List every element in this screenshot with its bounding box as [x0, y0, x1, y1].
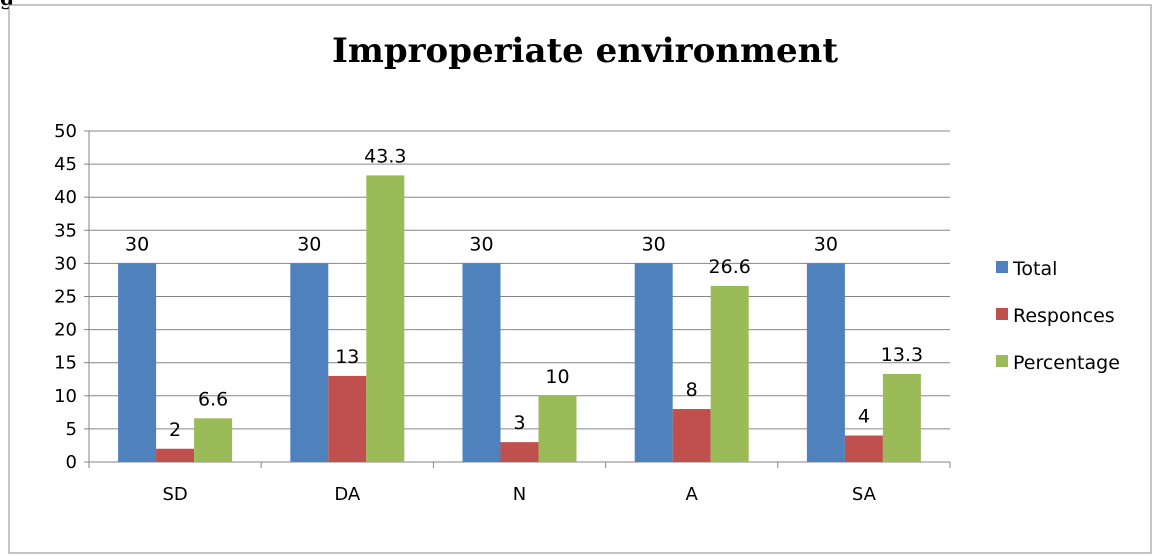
- data-label: 10: [545, 366, 569, 388]
- data-label: 13: [335, 346, 359, 368]
- y-tick-label: 20: [54, 320, 77, 341]
- x-tick-label: SA: [852, 484, 877, 505]
- legend-swatch: [996, 261, 1008, 273]
- data-label: 8: [686, 379, 698, 401]
- x-tick-label: DA: [334, 484, 361, 505]
- x-tick-label: N: [513, 484, 526, 505]
- chart-border: [8, 4, 1152, 554]
- legend-label: Responces: [1013, 305, 1115, 327]
- data-label: 26.6: [709, 256, 751, 278]
- bar: [538, 395, 577, 462]
- bar: [500, 442, 539, 462]
- data-label: 13.3: [881, 344, 923, 366]
- legend-label: Percentage: [1013, 352, 1120, 374]
- bar: [328, 375, 367, 462]
- y-tick-label: 0: [66, 452, 77, 473]
- legend-swatch: [996, 308, 1008, 320]
- chart-title: Improperiate environment: [332, 31, 838, 71]
- legend-swatch: [996, 355, 1008, 367]
- bar: [462, 263, 501, 462]
- y-tick-label: 50: [54, 121, 77, 142]
- y-tick-label: 15: [54, 353, 77, 374]
- y-axis: 0 5 10 15 20 25 30 35 40 45 50: [54, 121, 90, 473]
- y-tick-label: 10: [54, 386, 77, 407]
- data-label: 43.3: [364, 145, 406, 167]
- data-label: 6.6: [198, 388, 228, 410]
- bar: [290, 263, 329, 462]
- page-fragment-text: g: [0, 0, 14, 10]
- x-tick-label: A: [686, 484, 699, 505]
- bar: [194, 418, 233, 462]
- data-label: 30: [297, 233, 321, 255]
- bar: [806, 263, 845, 462]
- gridlines: [89, 130, 950, 430]
- y-tick-label: 25: [54, 287, 77, 308]
- data-label: 4: [858, 406, 870, 428]
- bar: [710, 285, 749, 462]
- data-label: 30: [814, 233, 838, 255]
- y-tick-label: 45: [54, 154, 77, 175]
- bars: [118, 175, 921, 462]
- bar: [366, 175, 405, 462]
- y-tick-label: 30: [54, 253, 77, 274]
- bar: [672, 409, 711, 462]
- data-label: 3: [513, 412, 525, 434]
- bar: [634, 263, 673, 462]
- y-tick-label: 5: [66, 419, 77, 440]
- legend-label: Total: [1012, 258, 1057, 280]
- y-tick-label: 35: [54, 220, 77, 241]
- data-label: 30: [642, 233, 666, 255]
- data-label: 30: [469, 233, 493, 255]
- y-tick-label: 40: [54, 187, 77, 208]
- x-axis: SD DA N A SA: [88, 461, 951, 505]
- bar: [118, 263, 157, 462]
- data-label: 30: [125, 233, 149, 255]
- bar: [882, 373, 921, 462]
- bar: [844, 435, 883, 462]
- bar: [156, 448, 195, 462]
- x-tick-label: SD: [162, 484, 187, 505]
- data-label: 2: [169, 419, 181, 441]
- legend: Total Responces Percentage: [996, 258, 1120, 374]
